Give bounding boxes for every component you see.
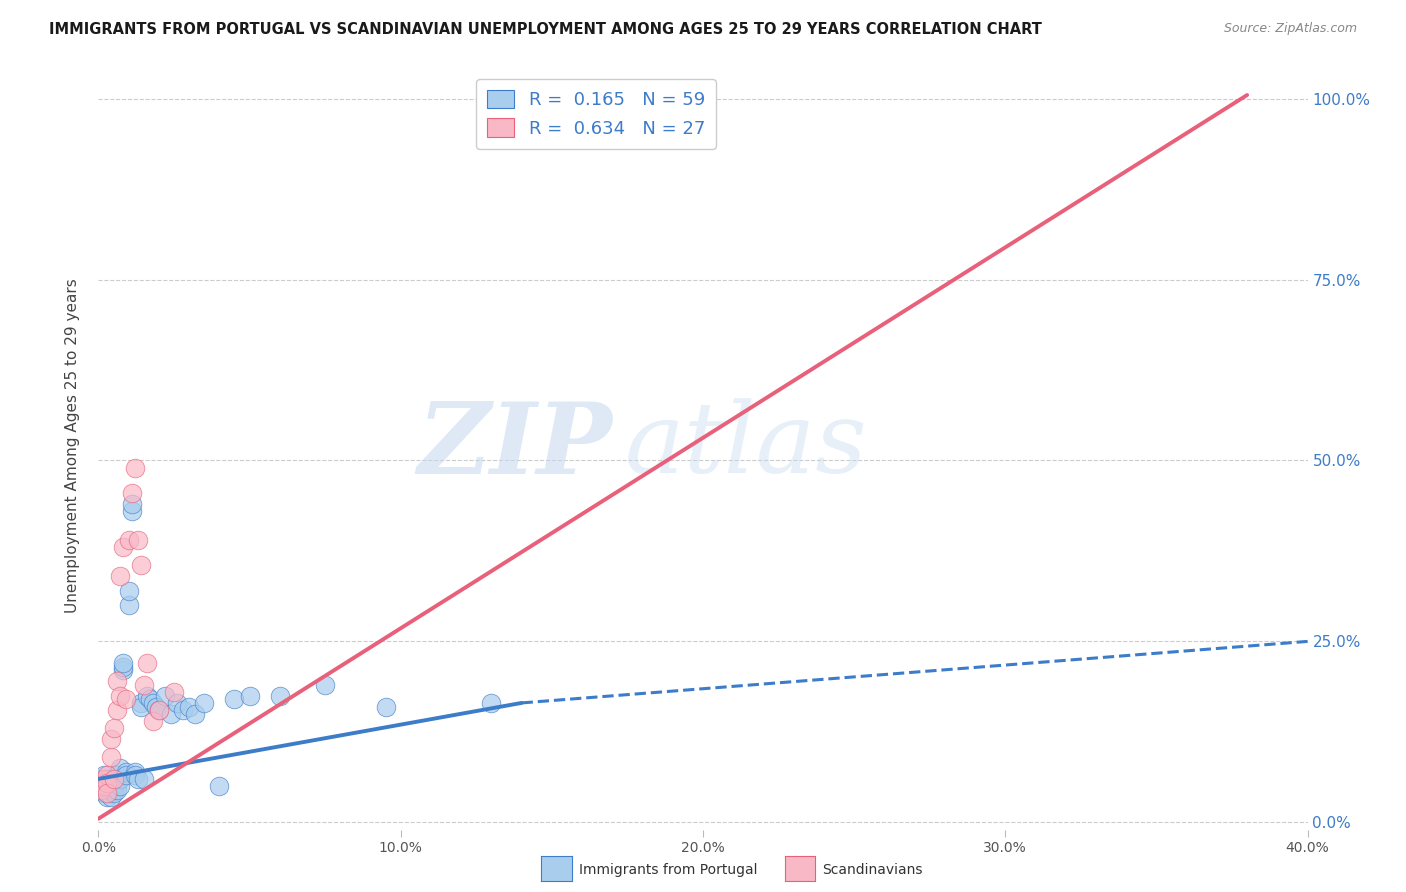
Point — [90, 772, 112, 786]
Point — [132, 678, 155, 692]
Point — [224, 692, 246, 706]
Point — [96, 768, 118, 782]
Point — [111, 659, 134, 673]
Point — [96, 772, 118, 786]
Point — [239, 689, 262, 703]
Point — [132, 772, 155, 786]
Point — [90, 782, 112, 797]
Point — [105, 775, 128, 789]
Point — [103, 721, 125, 735]
Point — [103, 772, 125, 786]
Point — [96, 786, 118, 800]
Point — [208, 779, 231, 793]
Y-axis label: Unemployment Among Ages 25 to 29 years: Unemployment Among Ages 25 to 29 years — [65, 278, 80, 614]
Point — [111, 664, 134, 678]
Point — [100, 732, 122, 747]
Point — [129, 558, 152, 573]
Point — [103, 782, 125, 797]
Point — [108, 569, 131, 583]
Point — [127, 772, 149, 786]
Point — [103, 775, 125, 789]
Point — [108, 689, 131, 703]
Point — [193, 696, 215, 710]
Point — [166, 696, 188, 710]
Point — [114, 768, 136, 782]
Point — [96, 779, 118, 793]
Point — [135, 656, 157, 670]
Point — [105, 703, 128, 717]
Point — [93, 786, 115, 800]
Text: ZIP: ZIP — [418, 398, 613, 494]
Point — [148, 703, 170, 717]
Point — [100, 789, 122, 804]
Point — [121, 497, 143, 511]
Point — [105, 674, 128, 689]
Point — [103, 772, 125, 786]
Legend: R =  0.165   N = 59, R =  0.634   N = 27: R = 0.165 N = 59, R = 0.634 N = 27 — [477, 79, 716, 149]
Text: Scandinavians: Scandinavians — [823, 863, 922, 877]
Point — [124, 460, 146, 475]
Point — [100, 782, 122, 797]
Point — [100, 750, 122, 764]
Point — [118, 533, 141, 547]
Point — [100, 779, 122, 793]
Text: Immigrants from Portugal: Immigrants from Portugal — [579, 863, 758, 877]
Point — [129, 696, 152, 710]
Point — [121, 504, 143, 518]
Point — [108, 772, 131, 786]
Point — [374, 699, 396, 714]
Point — [135, 689, 157, 703]
Point — [108, 779, 131, 793]
Point — [96, 789, 118, 804]
Point — [148, 703, 170, 717]
Point — [105, 782, 128, 797]
Point — [90, 779, 112, 793]
Point — [160, 706, 183, 721]
Point — [184, 706, 207, 721]
Point — [124, 768, 146, 782]
Point — [105, 768, 128, 782]
Point — [163, 685, 186, 699]
Point — [90, 775, 112, 789]
Point — [108, 761, 131, 775]
Point — [172, 703, 194, 717]
Text: IMMIGRANTS FROM PORTUGAL VS SCANDINAVIAN UNEMPLOYMENT AMONG AGES 25 TO 29 YEARS : IMMIGRANTS FROM PORTUGAL VS SCANDINAVIAN… — [49, 22, 1042, 37]
Point — [93, 779, 115, 793]
Point — [481, 696, 503, 710]
Point — [139, 692, 162, 706]
Point — [114, 764, 136, 779]
Point — [114, 692, 136, 706]
Point — [314, 678, 336, 692]
Point — [93, 775, 115, 789]
Point — [179, 699, 201, 714]
Point — [129, 699, 152, 714]
Point — [142, 696, 165, 710]
Point — [118, 583, 141, 598]
Point — [121, 486, 143, 500]
Point — [93, 772, 115, 786]
Point — [153, 689, 176, 703]
Point — [124, 764, 146, 779]
Point — [93, 782, 115, 797]
Point — [269, 689, 291, 703]
Point — [118, 598, 141, 612]
Point — [111, 656, 134, 670]
Point — [145, 699, 167, 714]
Point — [93, 768, 115, 782]
Text: atlas: atlas — [624, 399, 868, 493]
Point — [103, 786, 125, 800]
Point — [100, 775, 122, 789]
Point — [127, 533, 149, 547]
Point — [111, 541, 134, 555]
Point — [96, 775, 118, 789]
Point — [142, 714, 165, 728]
Point — [96, 786, 118, 800]
Point — [90, 775, 112, 789]
Text: Source: ZipAtlas.com: Source: ZipAtlas.com — [1223, 22, 1357, 36]
